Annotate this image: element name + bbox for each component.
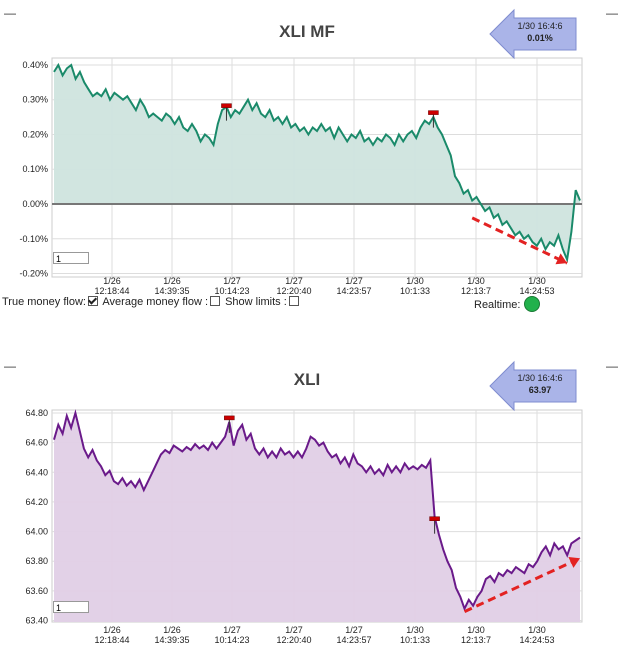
true-money-flow-checkbox[interactable] (87, 296, 98, 306)
y-tick-label: 63.80 (25, 556, 48, 566)
trend-arrow-line (471, 216, 568, 265)
y-tick-label: 0.40% (22, 60, 48, 70)
x-tick-time: 14:24:53 (519, 635, 554, 645)
trend-arrow-line (463, 556, 581, 613)
x-tick-time: 10:1:33 (400, 635, 430, 645)
y-tick-label: 64.00 (25, 527, 48, 537)
x-tick-time: 12:13:7 (461, 286, 491, 296)
info-datetime: 1/30 16:4:6 (517, 373, 562, 383)
chart-title: XLI MF (279, 22, 335, 41)
chart-title: XLI (294, 370, 320, 389)
x-tick-date: 1/30 (467, 625, 485, 635)
x-tick-time: 14:39:35 (154, 635, 189, 645)
mf-period-input[interactable]: 1 (53, 252, 89, 264)
true-money-flow-label: True money flow: (2, 296, 86, 308)
panel2-collapse-dash[interactable]: — (4, 359, 16, 373)
x-tick-date: 1/26 (103, 276, 121, 286)
trend-arrow-head (555, 253, 568, 265)
y-tick-label: 63.40 (25, 616, 48, 626)
x-tick-date: 1/30 (406, 276, 424, 286)
event-flag-marker (224, 415, 235, 421)
x-tick-date: 1/30 (528, 625, 546, 635)
x-tick-date: 1/27 (285, 276, 303, 286)
panel1-collapse-dash[interactable]: — (4, 6, 16, 20)
series-line (53, 62, 581, 264)
info-value: 63.97 (529, 385, 552, 395)
series-area (54, 413, 580, 622)
x-tick-time: 10:14:23 (214, 286, 249, 296)
x-tick-time: 12:20:40 (276, 635, 311, 645)
panel1-expand-dash[interactable]: — (606, 6, 618, 20)
show-limits-label: Show limits : (225, 296, 287, 308)
average-money-flow-checkbox[interactable] (210, 296, 220, 306)
x-tick-date: 1/26 (103, 625, 121, 635)
event-flag-marker (429, 516, 440, 521)
x-tick-time: 14:23:57 (336, 635, 371, 645)
y-tick-label: 0.30% (22, 95, 48, 105)
event-flag-marker (428, 110, 439, 115)
x-tick-date: 1/27 (345, 276, 363, 286)
info-datetime: 1/30 16:4:6 (517, 21, 562, 31)
trend-arrow-head (568, 557, 580, 568)
realtime-label: Realtime: (474, 299, 521, 311)
x-tick-time: 14:23:57 (336, 286, 371, 296)
info-arrow-icon (489, 360, 577, 412)
x-tick-date: 1/27 (223, 625, 241, 635)
chart-controls: True money flow: Average money flow : Sh… (2, 296, 301, 308)
price-period-input[interactable]: 1 (53, 601, 89, 613)
x-tick-date: 1/26 (163, 625, 181, 635)
x-tick-date: 1/27 (223, 276, 241, 286)
x-tick-time: 14:39:35 (154, 286, 189, 296)
x-tick-date: 1/30 (467, 276, 485, 286)
y-tick-label: 0.10% (22, 164, 48, 174)
event-flag-marker (221, 103, 232, 108)
y-tick-label: 64.80 (25, 408, 48, 418)
y-tick-label: 64.20 (25, 497, 48, 507)
realtime-status-icon[interactable] (524, 296, 541, 312)
series-line (53, 409, 581, 612)
chart-panel-2: 64.80 64.60 64.40 64.20 64.00 63.80 63.60 63.40… (25, 360, 583, 645)
y-tick-label: 63.60 (25, 586, 48, 596)
info-value: 0.01% (527, 33, 553, 43)
x-tick-date: 1/30 (406, 625, 424, 635)
info-arrow-icon (489, 8, 577, 60)
y-tick-label: 0.00% (22, 199, 48, 209)
y-tick-label: 64.40 (25, 467, 48, 477)
y-tick-label: 64.60 (25, 438, 48, 448)
x-tick-time: 12:18:44 (94, 286, 129, 296)
series-area (54, 65, 580, 260)
x-tick-date: 1/30 (528, 276, 546, 286)
x-tick-time: 14:24:53 (519, 286, 554, 296)
chart-panel-1: 0.40% 0.30% 0.20% 0.10% 0.00% -0.10% -0.20% 1/2… (19, 8, 583, 296)
panel2-expand-dash[interactable]: — (606, 359, 618, 373)
average-money-flow-label: Average money flow : (102, 296, 208, 308)
x-tick-date: 1/27 (285, 625, 303, 635)
show-limits-checkbox[interactable] (288, 296, 299, 306)
x-tick-time: 10:1:33 (400, 286, 430, 296)
x-tick-time: 10:14:23 (214, 635, 249, 645)
x-tick-date: 1/26 (163, 276, 181, 286)
realtime-indicator: Realtime: (474, 296, 541, 312)
y-tick-label: -0.20% (19, 269, 48, 279)
x-tick-date: 1/27 (345, 625, 363, 635)
x-tick-time: 12:18:44 (94, 635, 129, 645)
x-tick-time: 12:13:7 (461, 635, 491, 645)
y-tick-label: -0.10% (19, 234, 48, 244)
x-tick-time: 12:20:40 (276, 286, 311, 296)
y-tick-label: 0.20% (22, 129, 48, 139)
